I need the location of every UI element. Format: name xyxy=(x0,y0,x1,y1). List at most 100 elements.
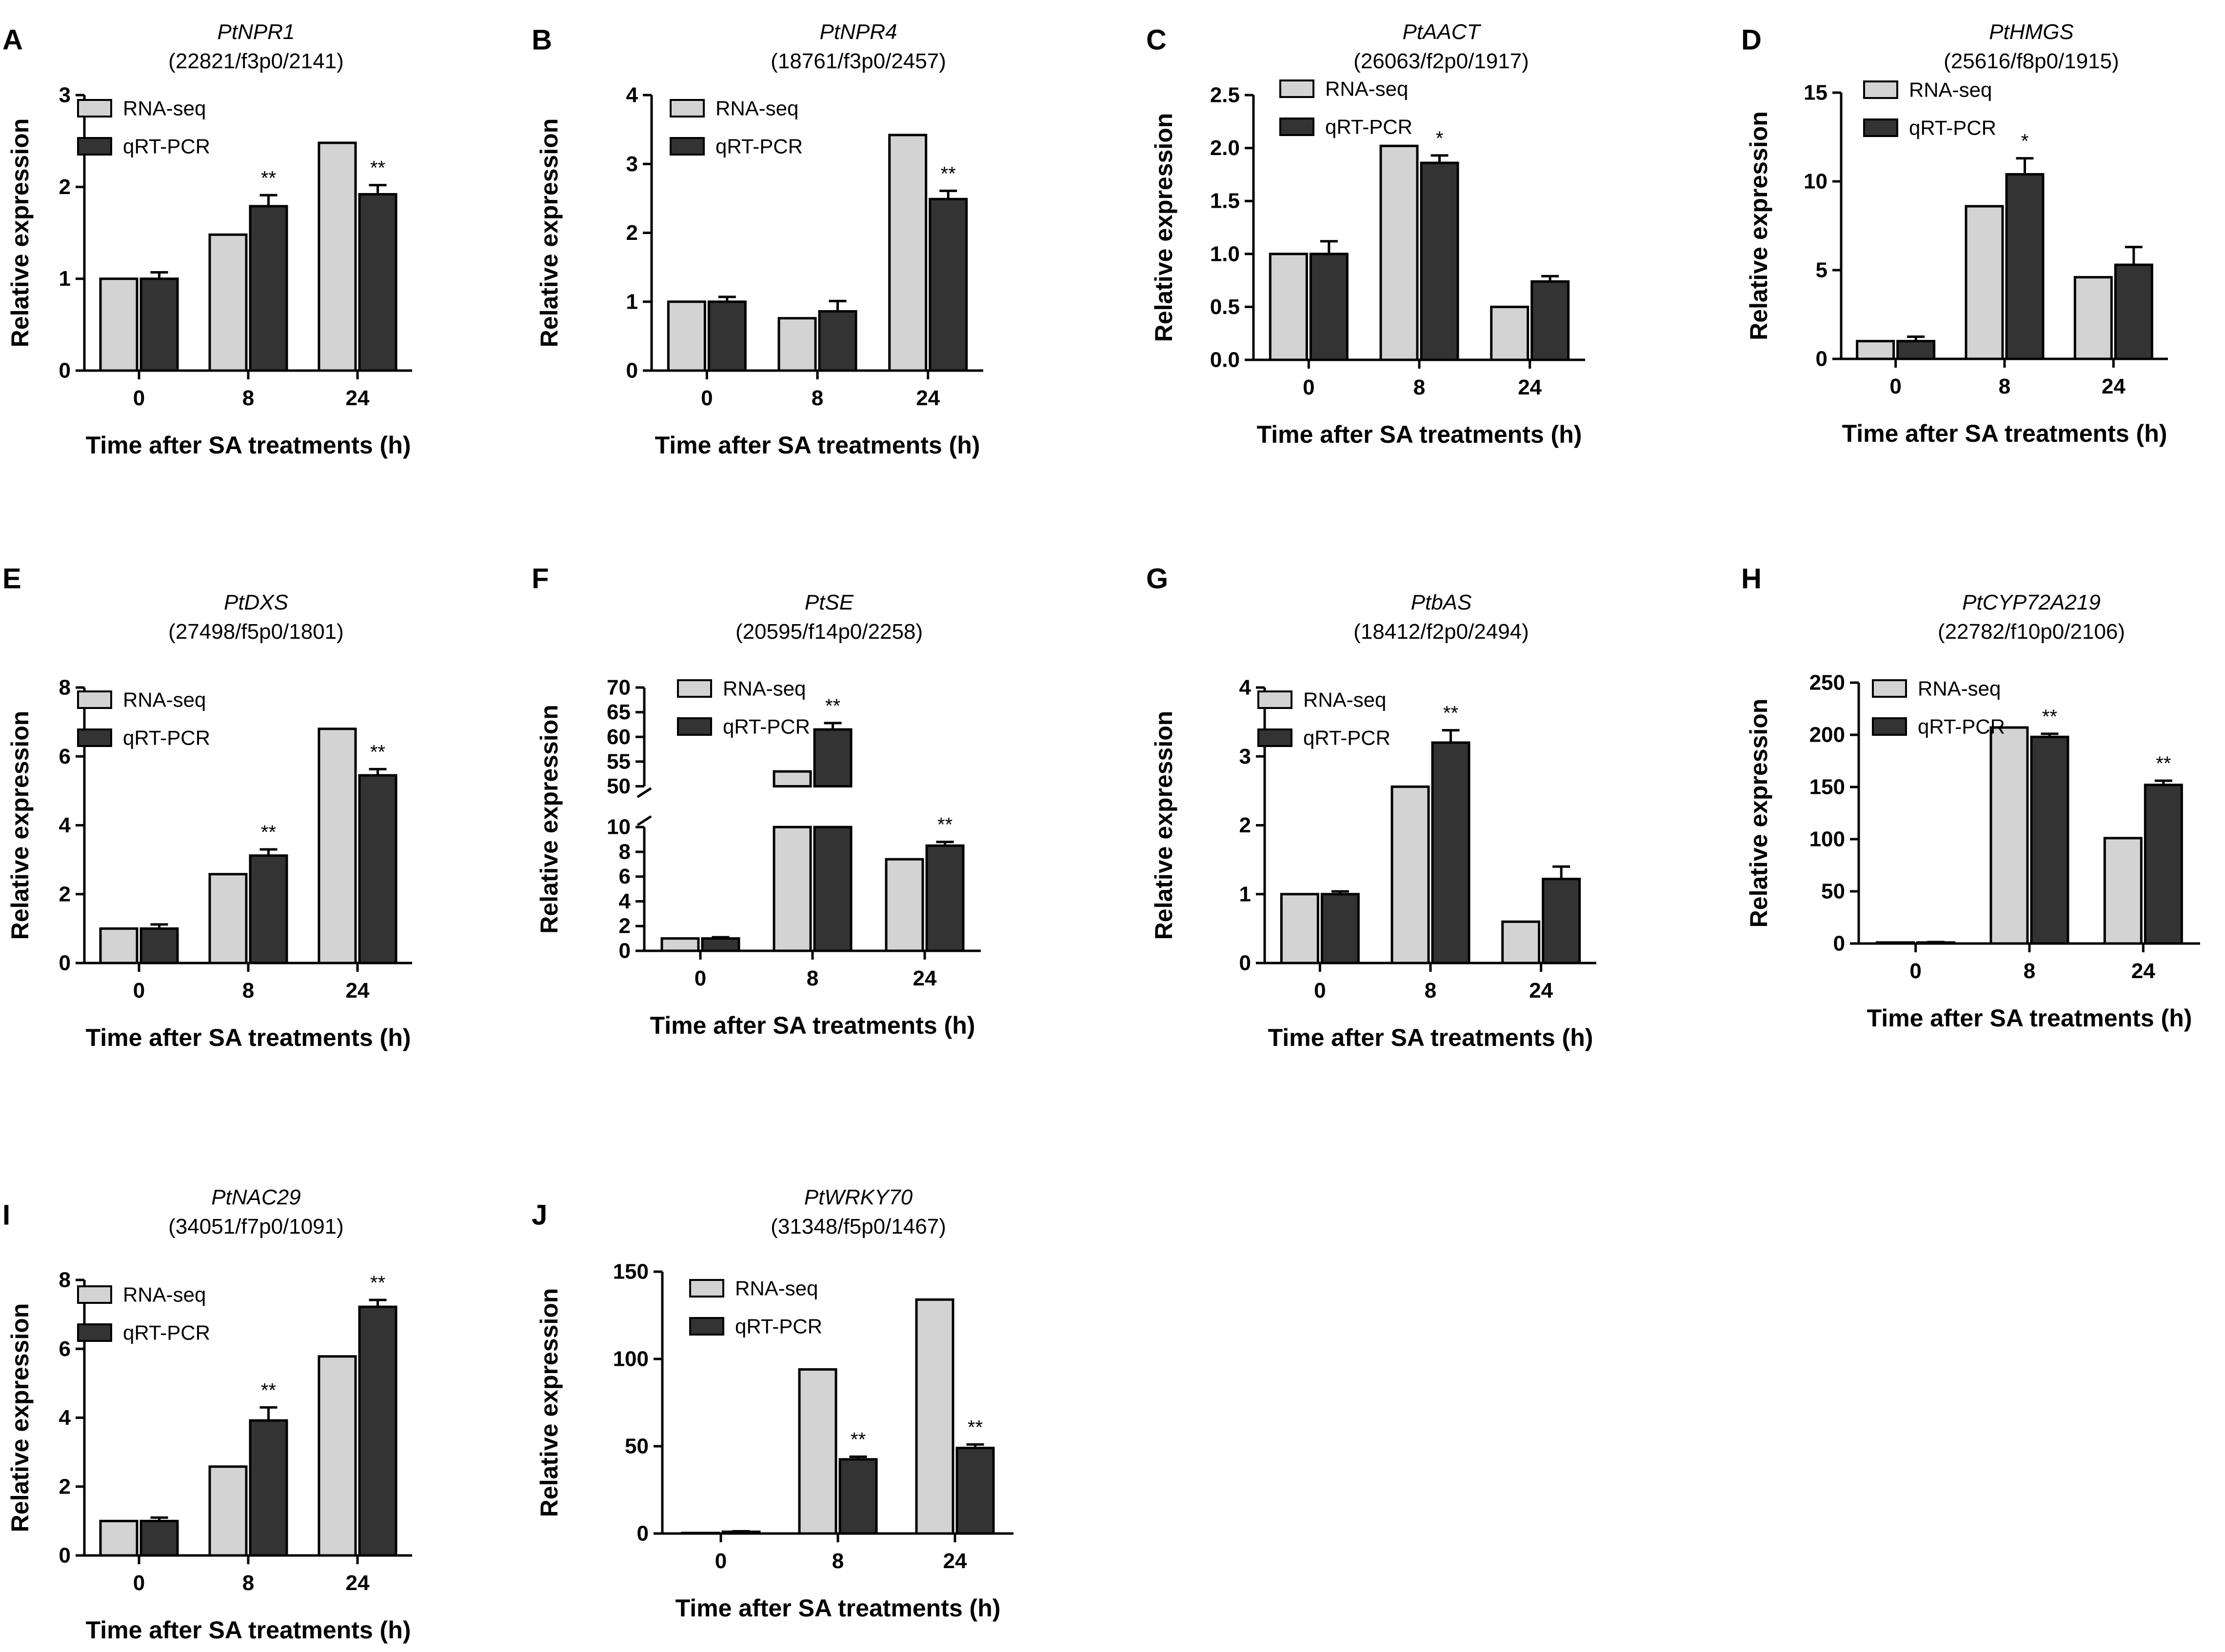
gene-name-c: PtAACT xyxy=(1403,20,1482,44)
bar-rna-seq-c-24 xyxy=(1490,305,1530,361)
y-axis-label-c: Relative expression xyxy=(1150,113,1177,342)
y-axis-label-h: Relative expression xyxy=(1745,699,1772,928)
gene-id-d: (25616/f8p0/1915) xyxy=(1944,49,2119,73)
bar-rna-seq-e-0 xyxy=(99,927,139,964)
bar-rna-seq-g-8 xyxy=(1391,785,1430,964)
panel-c: C PtAACT (26063/f2p0/1917) 0.0 0.5 1.0 1.5 2.0 2… xyxy=(1146,20,1585,448)
bar-qrt-pcr-i-8 xyxy=(249,1419,288,1557)
gene-name-e: PtDXS xyxy=(224,590,288,614)
y-tick-label-g: 4 xyxy=(1239,676,1252,700)
x-tick-label-a: 24 xyxy=(346,386,370,410)
y-tick-label-i: 8 xyxy=(59,1268,71,1292)
x-tick-label-f: 24 xyxy=(913,966,937,990)
x-tick-label-b: 24 xyxy=(916,386,940,410)
y-tick-label-f: 2 xyxy=(619,914,631,938)
y-axis-label-f: Relative expression xyxy=(536,705,563,934)
y-tick-label-c: 2.0 xyxy=(1210,136,1240,160)
legend-swatch-qrt-pcr-b xyxy=(670,137,705,156)
bar-qrt-pcr-e-0 xyxy=(139,927,179,964)
y-tick-label-a: 3 xyxy=(59,83,71,107)
significance-f-8: ** xyxy=(825,695,840,717)
x-tick-label-d: 24 xyxy=(2102,374,2126,398)
panel-g: G PtbAS (18412/f2p0/2494) 0 1 2 3 4 0 8 ** 24 Time a… xyxy=(1146,563,1596,1051)
y-tick-label-i: 6 xyxy=(59,1337,71,1361)
panel-letter-c: C xyxy=(1146,24,1167,56)
y-tick-label-h: 100 xyxy=(1809,827,1845,851)
y-tick-label-i: 4 xyxy=(59,1406,71,1430)
y-tick-label-g: 0 xyxy=(1239,951,1251,975)
y-tick-label-f: 50 xyxy=(607,774,631,798)
y-tick-label-a: 0 xyxy=(59,359,71,383)
legend-swatch-qrt-pcr-a xyxy=(77,137,112,156)
panel-j: J PtWRKY70 (31348/f5p0/1467) 0 50 100 150 0 8 ** 2… xyxy=(532,1185,1013,1622)
legend-swatch-rna-seq-i xyxy=(77,1285,112,1304)
y-tick-label-e: 6 xyxy=(59,745,71,768)
panel-d: D PtHMGS (25616/f8p0/1915) 0 5 10 15 0 8 * 24 Time … xyxy=(1741,20,2168,447)
x-tick-label-e: 0 xyxy=(133,979,145,1003)
legend-label-qrt-pcr-i: qRT-PCR xyxy=(123,1321,210,1344)
y-tick-label-j: 150 xyxy=(613,1260,649,1284)
gene-name-j: PtWRKY70 xyxy=(804,1185,913,1209)
axis-break-mark-f xyxy=(636,815,652,826)
legend-swatch-rna-seq-j xyxy=(689,1279,724,1298)
legend-label-rna-seq-c: RNA-seq xyxy=(1325,78,1408,100)
bar-qrt-pcr-b-24 xyxy=(929,197,968,372)
gene-id-c: (26063/f2p0/1917) xyxy=(1353,49,1529,73)
bar-qrt-pcr-f-8 xyxy=(813,826,853,952)
panel-letter-b: B xyxy=(532,24,552,56)
y-tick-label-i: 0 xyxy=(59,1544,71,1568)
y-tick-label-e: 2 xyxy=(59,882,71,906)
bar-rna-seq-h-24 xyxy=(2103,837,2143,945)
y-axis-label-i: Relative expression xyxy=(6,1303,34,1533)
bar-rna-seq-c-8 xyxy=(1379,144,1419,361)
bar-rna-seq-b-0 xyxy=(667,300,706,372)
legend-label-rna-seq-a: RNA-seq xyxy=(123,97,206,120)
bar-qrt-pcr-h-8 xyxy=(2030,735,2069,945)
x-tick-label-b: 0 xyxy=(701,386,713,410)
significance-a-8: ** xyxy=(261,167,276,189)
panel-letter-j: J xyxy=(532,1200,547,1231)
y-axis-label-d: Relative expression xyxy=(1745,111,1772,340)
bar-rna-seq-f-8 xyxy=(773,770,812,787)
legend-swatch-rna-seq-e xyxy=(77,690,112,709)
bar-qrt-pcr-g-8 xyxy=(1431,741,1470,964)
legend-label-rna-seq-d: RNA-seq xyxy=(1909,79,1992,101)
y-tick-label-b: 4 xyxy=(626,83,638,107)
bar-rna-seq-i-0 xyxy=(99,1519,139,1557)
x-axis-label-h: Time after SA treatments (h) xyxy=(1867,1004,2192,1032)
y-axis-label-b: Relative expression xyxy=(536,118,563,348)
bar-qrt-pcr-a-24 xyxy=(358,193,397,372)
bar-rna-seq-e-24 xyxy=(318,728,357,964)
y-tick-label-b: 0 xyxy=(626,359,638,383)
legend-label-qrt-pcr-g: qRT-PCR xyxy=(1303,727,1391,749)
y-tick-label-f: 0 xyxy=(619,939,631,963)
x-axis-label-a: Time after SA treatments (h) xyxy=(86,432,411,459)
y-tick-label-h: 0 xyxy=(1833,932,1845,956)
x-axis-label-f: Time after SA treatments (h) xyxy=(650,1012,975,1039)
bar-rna-seq-a-24 xyxy=(318,141,357,372)
gene-id-h: (22782/f10p0/2106) xyxy=(1938,620,2125,644)
x-axis-label-g: Time after SA treatments (h) xyxy=(1268,1024,1593,1051)
gene-id-b: (18761/f3p0/2457) xyxy=(771,49,946,73)
bar-qrt-pcr-b-8 xyxy=(818,310,857,372)
bar-qrt-pcr-f-0 xyxy=(701,937,740,952)
bar-rna-seq-g-24 xyxy=(1501,920,1541,964)
y-tick-label-d: 5 xyxy=(1816,258,1828,282)
significance-j-8: ** xyxy=(851,1429,866,1450)
panel-letter-g: G xyxy=(1146,563,1168,595)
panel-a: A PtNPR1 (22821/f3p0/2141) 0 1 2 3 0 8 ** 24 ** Time… xyxy=(2,20,412,459)
panel-letter-e: E xyxy=(2,563,21,595)
panel-letter-f: F xyxy=(532,563,549,595)
x-tick-label-f: 8 xyxy=(807,966,818,990)
x-tick-label-e: 24 xyxy=(346,979,370,1003)
legend-label-rna-seq-f: RNA-seq xyxy=(723,677,806,700)
bar-qrt-pcr-f-24 xyxy=(925,844,965,952)
significance-a-24: ** xyxy=(370,157,385,179)
y-tick-label-j: 0 xyxy=(637,1522,649,1546)
legend-label-qrt-pcr-e: qRT-PCR xyxy=(123,727,210,749)
y-tick-label-d: 10 xyxy=(1804,170,1828,194)
panel-letter-h: H xyxy=(1741,563,1762,595)
y-axis-label-j: Relative expression xyxy=(536,1288,563,1517)
legend-label-rna-seq-e: RNA-seq xyxy=(123,688,206,711)
